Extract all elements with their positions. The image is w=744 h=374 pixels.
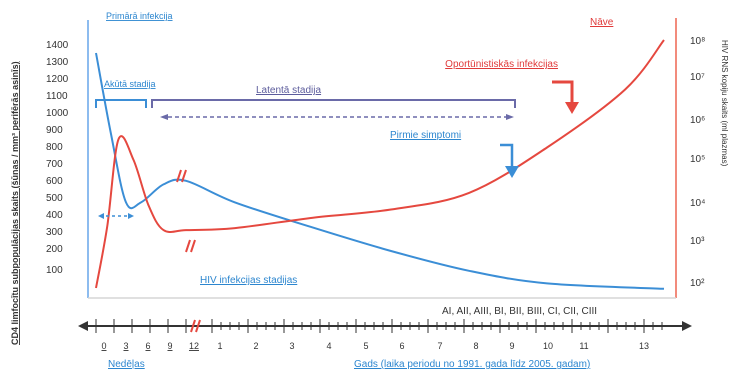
week-tick-6: 6 xyxy=(145,341,150,351)
weeks-axis-label: Nedēļas xyxy=(108,359,145,370)
left-tick-1400: 1400 xyxy=(46,40,69,51)
right-tick-1e6: 10⁶ xyxy=(690,115,705,126)
left-tick-1200: 1200 xyxy=(46,74,69,85)
time-axis-break xyxy=(190,319,196,333)
year-tick-8: 8 xyxy=(473,341,478,351)
left-tick-800: 800 xyxy=(46,142,63,153)
year-tick-9: 9 xyxy=(509,341,514,351)
right-tick-1e2: 10² xyxy=(690,278,705,289)
year-tick-11: 11 xyxy=(579,341,588,351)
left-tick-200: 200 xyxy=(46,244,63,255)
week-tick-3: 3 xyxy=(123,341,128,351)
time-axis xyxy=(78,319,692,333)
year-tick-4: 4 xyxy=(326,341,331,351)
week-tick-0: 0 xyxy=(101,341,106,351)
week-tick-9: 9 xyxy=(167,341,172,351)
series-line-cd4 xyxy=(95,52,665,290)
series-line-hiv-rna xyxy=(95,39,665,289)
year-tick-6: 6 xyxy=(399,341,404,351)
annotation-acute-stage: Akūtā stadija xyxy=(104,79,156,89)
right-tick-1e4: 10⁴ xyxy=(690,198,705,209)
year-tick-labels: 1 2 3 4 5 6 7 8 9 10 11 13 xyxy=(217,341,649,351)
right-axis-title: HIV RNS kopiju skaits (ml plazmas) xyxy=(720,40,729,167)
year-tick-3: 3 xyxy=(289,341,294,351)
year-tick-13: 13 xyxy=(639,341,649,351)
left-tick-labels: 1400 1300 1200 1100 1000 900 800 700 600… xyxy=(46,40,69,276)
annotation-hiv-stages: HIV infekcijas stadijas xyxy=(200,275,297,286)
year-tick-2: 2 xyxy=(253,341,258,351)
left-tick-400: 400 xyxy=(46,210,63,221)
annotation-first-symptoms: Pirmie simptomi xyxy=(390,130,461,141)
year-tick-10: 10 xyxy=(543,341,553,351)
year-tick-7: 7 xyxy=(437,341,442,351)
stage-codes: AI, AII, AIII, BI, BII, BIII, CI, CII, C… xyxy=(442,306,597,317)
left-tick-300: 300 xyxy=(46,227,63,238)
right-tick-1e5: 10⁵ xyxy=(690,154,705,165)
week-tick-12: 12 xyxy=(189,341,199,351)
annotation-death: Nāve xyxy=(590,17,614,28)
time-axis-right-arrow xyxy=(682,321,692,331)
annotation-opportunistic-infections: Oportūnistiskās infekcijas xyxy=(445,59,558,70)
acute-stage-bracket xyxy=(95,99,147,219)
left-tick-700: 700 xyxy=(46,159,63,170)
years-axis-label: Gads (laika periodu no 1991. gada līdz 2… xyxy=(354,359,590,370)
annotation-latent-stage: Latentā stadija xyxy=(256,85,321,96)
right-tick-labels: 10⁸ 10⁷ 10⁶ 10⁵ 10⁴ 10³ 10² xyxy=(690,36,705,289)
curve-break-marks xyxy=(176,169,196,253)
left-tick-100: 100 xyxy=(46,265,63,276)
right-tick-1e3: 10³ xyxy=(690,236,705,247)
time-axis-left-arrow xyxy=(78,321,88,331)
left-tick-1300: 1300 xyxy=(46,57,69,68)
left-axis-title: CD4 limfocītu subpopulācijas skaits (šūn… xyxy=(10,61,20,345)
year-tick-5: 5 xyxy=(363,341,368,351)
right-tick-1e8: 10⁸ xyxy=(690,36,705,47)
annotation-primary-infection: Primārā infekcija xyxy=(106,11,173,21)
right-tick-1e7: 10⁷ xyxy=(690,72,705,83)
left-tick-1100: 1100 xyxy=(46,91,68,102)
left-tick-900: 900 xyxy=(46,125,63,136)
first-symptoms-arrow xyxy=(500,143,519,178)
week-tick-labels: 0 3 6 9 12 xyxy=(101,341,199,351)
opportunistic-infections-arrow xyxy=(552,80,579,114)
year-tick-1: 1 xyxy=(217,341,222,351)
left-tick-1000: 1000 xyxy=(46,108,69,119)
left-tick-500: 500 xyxy=(46,193,63,204)
latent-stage-bracket xyxy=(151,99,516,120)
left-tick-600: 600 xyxy=(46,176,63,187)
